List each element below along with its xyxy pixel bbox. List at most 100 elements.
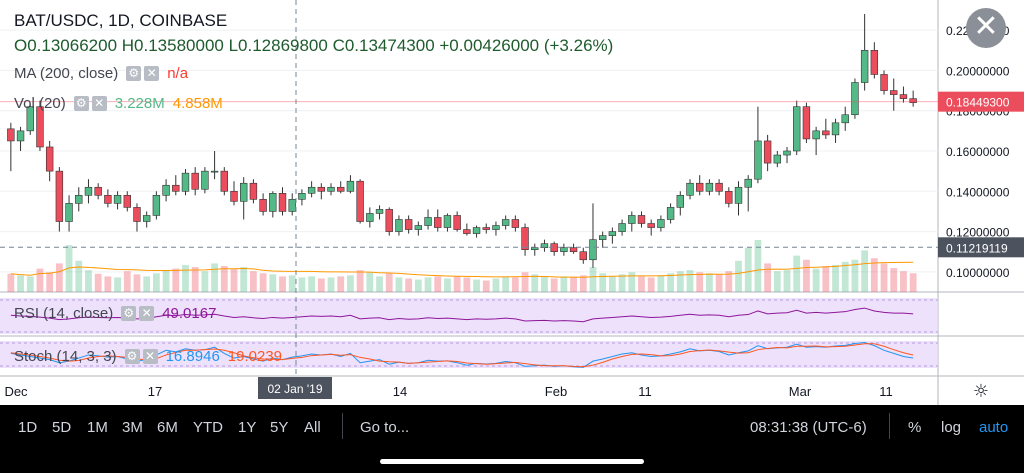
volume-bar	[608, 276, 616, 292]
volume-bar	[851, 259, 859, 292]
candle-body	[75, 195, 83, 204]
close-icon[interactable]: ✕	[144, 66, 160, 81]
volume-bar	[444, 278, 451, 292]
close-chart-button[interactable]: ✕	[966, 8, 1006, 48]
gear-icon[interactable]: ⚙	[126, 66, 142, 81]
toolbar-divider	[342, 413, 343, 439]
time-axis[interactable]: Dec 17 14 Feb 11 Mar 11 02 Jan '19 ☼	[4, 377, 989, 402]
rsi-controls[interactable]: ⚙ ✕	[121, 306, 155, 321]
candle-body	[269, 193, 277, 212]
range-1m-button[interactable]: 1M	[87, 419, 108, 436]
candle-body	[890, 90, 898, 95]
candle-body	[356, 180, 364, 222]
stoch-k-line	[10, 342, 914, 368]
volume-bar	[803, 259, 810, 292]
candle	[521, 223, 529, 256]
candle-body	[628, 215, 636, 224]
stoch-label: Stoch (14, 3, 3)	[14, 348, 117, 365]
rsi-line	[10, 307, 914, 323]
home-indicator[interactable]	[380, 459, 644, 464]
goto-button[interactable]: Go to...	[360, 419, 410, 436]
gear-icon[interactable]: ⚙	[121, 306, 137, 321]
candle-body	[589, 239, 597, 261]
candle	[492, 221, 500, 236]
close-icon[interactable]: ✕	[91, 96, 107, 111]
symbol-title[interactable]: BAT/USDC, 1D, COINBASE	[14, 11, 228, 30]
candle	[696, 175, 704, 196]
stoch-controls[interactable]: ⚙ ✕	[124, 349, 158, 364]
candle-body	[569, 247, 578, 253]
volume-bar	[463, 277, 471, 292]
volume-bar	[647, 277, 655, 292]
range-6m-button[interactable]: 6M	[157, 419, 178, 436]
rsi-label: RSI (14, close)	[14, 305, 114, 322]
range-1d-button[interactable]: 1D	[18, 419, 38, 436]
candle	[259, 193, 267, 216]
candle-body	[181, 172, 190, 192]
candle	[424, 209, 432, 230]
candle-body	[696, 182, 704, 192]
volume-bar	[327, 277, 335, 292]
candle-body	[472, 227, 481, 234]
range-5y-button[interactable]: 5Y	[270, 419, 289, 436]
candle-body	[860, 49, 869, 83]
candle	[676, 191, 684, 216]
volume-bar	[356, 270, 364, 292]
volume-bar	[560, 276, 568, 292]
range-ytd-button[interactable]: YTD	[193, 419, 223, 436]
range-all-button[interactable]: All	[304, 419, 321, 436]
volume-bar	[773, 271, 781, 292]
range-3m-button[interactable]: 3M	[122, 419, 143, 436]
candle-body	[162, 184, 170, 196]
candle-body	[94, 186, 102, 196]
volume-bar	[279, 276, 286, 292]
bottom-toolbar: 1D 5D 1M 3M 6M YTD 1Y 5Y All Go to... 08…	[0, 405, 1024, 451]
candle-body	[278, 193, 287, 212]
volume-controls[interactable]: ⚙ ✕	[73, 96, 107, 111]
ma-controls[interactable]: ⚙ ✕	[126, 66, 160, 81]
candle	[880, 70, 888, 95]
candle-body	[259, 199, 267, 212]
volume-bar	[75, 260, 83, 292]
candle	[841, 106, 849, 131]
volume-bar	[94, 273, 102, 292]
candle-body	[142, 215, 151, 222]
crosshair-date-tag	[258, 377, 332, 399]
candle	[763, 134, 772, 172]
close-icon[interactable]: ✕	[142, 349, 158, 364]
candle-body	[715, 182, 723, 192]
price-scale[interactable]: 0.220000000.200000000.180000000.16000000…	[0, 24, 1024, 280]
log-toggle[interactable]: log	[941, 419, 962, 436]
rsi-legend[interactable]: RSI (14, close) ⚙ ✕ 49.0167	[14, 305, 216, 322]
candle	[637, 211, 646, 228]
candle	[152, 191, 161, 220]
volume-bar	[337, 276, 345, 292]
range-1y-button[interactable]: 1Y	[238, 419, 257, 436]
percent-toggle[interactable]: %	[908, 419, 922, 436]
candle	[36, 100, 44, 151]
candle	[899, 86, 908, 103]
stoch-legend[interactable]: Stoch (14, 3, 3) ⚙ ✕ 16.8946 19.0239	[14, 348, 282, 365]
ma-legend[interactable]: MA (200, close) ⚙ ✕ n/a	[14, 65, 188, 82]
candle	[172, 175, 180, 196]
gear-icon[interactable]: ☼	[973, 381, 989, 402]
volume-bar	[521, 272, 529, 292]
range-5d-button[interactable]: 5D	[52, 419, 72, 436]
volume-legend[interactable]: Vol (20) ⚙ ✕ 3.228M 4.858M	[14, 95, 223, 112]
candle-body	[822, 130, 830, 136]
candle-body	[240, 182, 248, 202]
volume-bar	[473, 279, 480, 292]
candle-body	[754, 140, 762, 180]
gear-icon[interactable]: ⚙	[124, 349, 140, 364]
auto-toggle[interactable]: auto	[979, 419, 1009, 436]
volume-bar	[55, 263, 63, 292]
candle-body	[307, 186, 316, 194]
gear-icon[interactable]: ⚙	[73, 96, 89, 111]
volume-bar	[114, 277, 121, 292]
candle-body	[172, 184, 180, 192]
candle-body	[65, 203, 73, 222]
candle	[288, 193, 296, 216]
close-icon[interactable]: ✕	[139, 306, 155, 321]
candle-body	[36, 106, 44, 148]
rsi-line	[10, 307, 914, 323]
